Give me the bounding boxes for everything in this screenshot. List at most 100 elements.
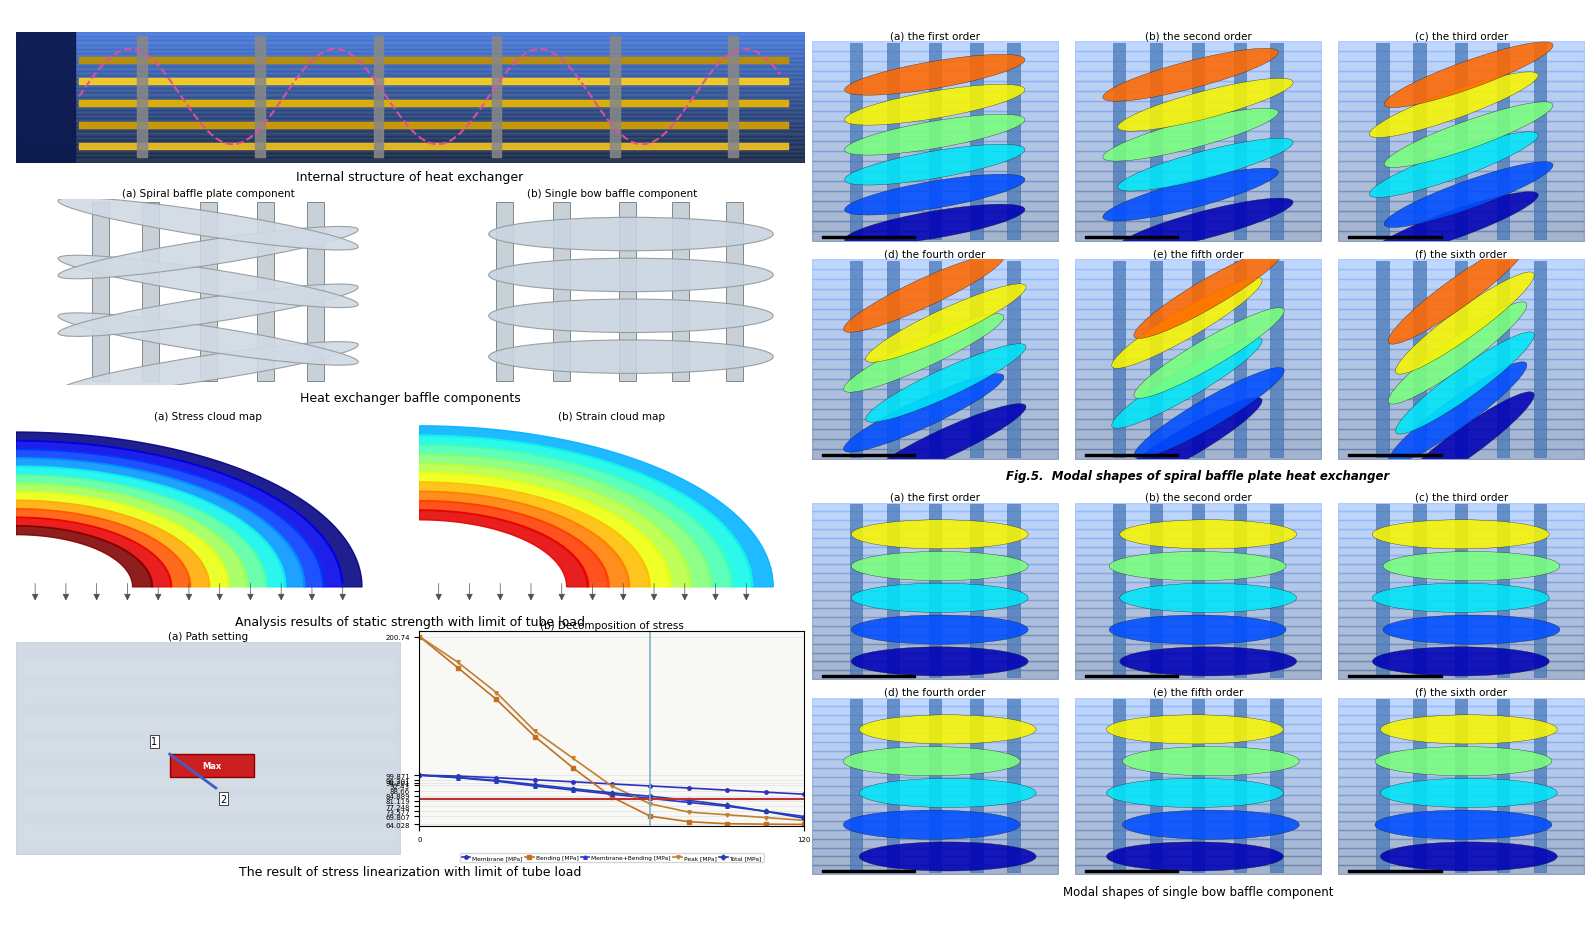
Line: Peak [MPa]: Peak [MPa] [417,635,806,822]
Total [MPa] [449,772,468,783]
Text: Analysis results of static strength with limit of tube load: Analysis results of static strength with… [236,615,584,628]
Ellipse shape [1372,647,1549,677]
Ellipse shape [845,56,1025,97]
Title: (c) the third order: (c) the third order [1415,31,1508,41]
Ellipse shape [1110,552,1286,581]
Bar [850,505,863,677]
Bar [1496,505,1509,677]
Title: (a) Stress cloud map: (a) Stress cloud map [154,411,263,421]
Bar [971,262,982,458]
Bar [887,262,899,458]
Peak [MPa] [487,688,506,699]
Ellipse shape [860,842,1036,871]
Bending [MPa] [718,818,737,830]
Bar [1113,505,1126,677]
Ellipse shape [1119,647,1296,677]
Bar [726,203,743,381]
Ellipse shape [57,314,358,366]
Bending [MPa] [640,811,659,822]
Bending [MPa] [680,817,699,828]
Membrane+Bending [MPa] [718,801,737,812]
Total [MPa] [680,795,699,806]
Bar [1533,44,1546,239]
Bending [MPa] [525,731,544,742]
Ellipse shape [1380,779,1557,807]
Bar [1496,262,1509,458]
Bar [928,700,941,872]
Ellipse shape [845,205,1025,246]
Polygon shape [16,475,267,587]
Bar [1496,44,1509,239]
Ellipse shape [1111,278,1262,369]
Ellipse shape [1103,110,1278,162]
Legend: Membrane [MPa], Bending [MPa], Membrane+Bending [MPa], Peak [MPa], Total [MPa]: Membrane [MPa], Bending [MPa], Membrane+… [460,854,764,862]
Title: (a) the first order: (a) the first order [890,31,979,41]
Bar [1192,700,1204,872]
Peak [MPa] [411,631,430,642]
Total [MPa] [602,788,621,799]
Ellipse shape [1396,332,1535,434]
Bar [1149,505,1162,677]
Ellipse shape [866,285,1027,363]
Bar [1113,700,1126,872]
Title: (e) the fifth order: (e) the fifth order [1153,249,1243,259]
Bar [1414,44,1425,239]
Ellipse shape [845,175,1025,216]
Ellipse shape [844,747,1020,776]
Peak [MPa] [564,754,583,765]
Bar [307,203,325,381]
Membrane [MPa] [449,770,468,781]
Membrane+Bending [MPa] [602,789,621,800]
Ellipse shape [866,344,1027,423]
Ellipse shape [1396,273,1535,375]
Bar [1414,700,1425,872]
Text: Internal structure of heat exchanger: Internal structure of heat exchanger [296,171,524,184]
Ellipse shape [1372,521,1549,549]
Polygon shape [420,445,732,587]
Polygon shape [16,449,323,587]
Peak [MPa] [449,657,468,668]
Bar [1192,44,1204,239]
Ellipse shape [1111,398,1262,489]
Ellipse shape [1118,79,1293,132]
Polygon shape [420,426,774,587]
Membrane [MPa] [718,785,737,796]
Title: (b) Strain cloud map: (b) Strain cloud map [559,411,665,421]
Ellipse shape [1383,615,1560,644]
Ellipse shape [1369,133,1538,199]
Ellipse shape [844,315,1005,393]
Polygon shape [16,492,229,587]
Polygon shape [420,510,589,587]
Membrane+Bending [MPa] [525,780,544,792]
Text: Modal shapes of single bow baffle component: Modal shapes of single bow baffle compon… [1063,885,1333,898]
Bar [887,700,899,872]
Ellipse shape [844,374,1005,453]
Ellipse shape [852,552,1028,581]
Bar [1414,505,1425,677]
Polygon shape [420,473,670,587]
Ellipse shape [866,405,1027,483]
Peak [MPa] [525,726,544,737]
Ellipse shape [1380,715,1557,744]
Bar [1414,262,1425,458]
Bar [1113,44,1126,239]
Membrane+Bending [MPa] [756,806,775,817]
Ellipse shape [489,259,774,292]
Membrane [MPa] [680,782,699,793]
Bar [1149,262,1162,458]
Bar [1455,262,1468,458]
Bar [1149,700,1162,872]
Ellipse shape [860,779,1036,807]
Bar [1455,505,1468,677]
Polygon shape [16,432,361,587]
Line: Total [MPa]: Total [MPa] [417,774,806,820]
Text: Heat exchanger baffle components: Heat exchanger baffle components [299,392,521,405]
Bar [1377,700,1388,872]
Membrane [MPa] [602,779,621,790]
Peak [MPa] [718,809,737,820]
Membrane [MPa] [756,787,775,798]
Bending [MPa] [602,792,621,803]
Title: (b) Single bow baffle component: (b) Single bow baffle component [527,188,697,199]
Bar [850,700,863,872]
Bar [1113,262,1126,458]
